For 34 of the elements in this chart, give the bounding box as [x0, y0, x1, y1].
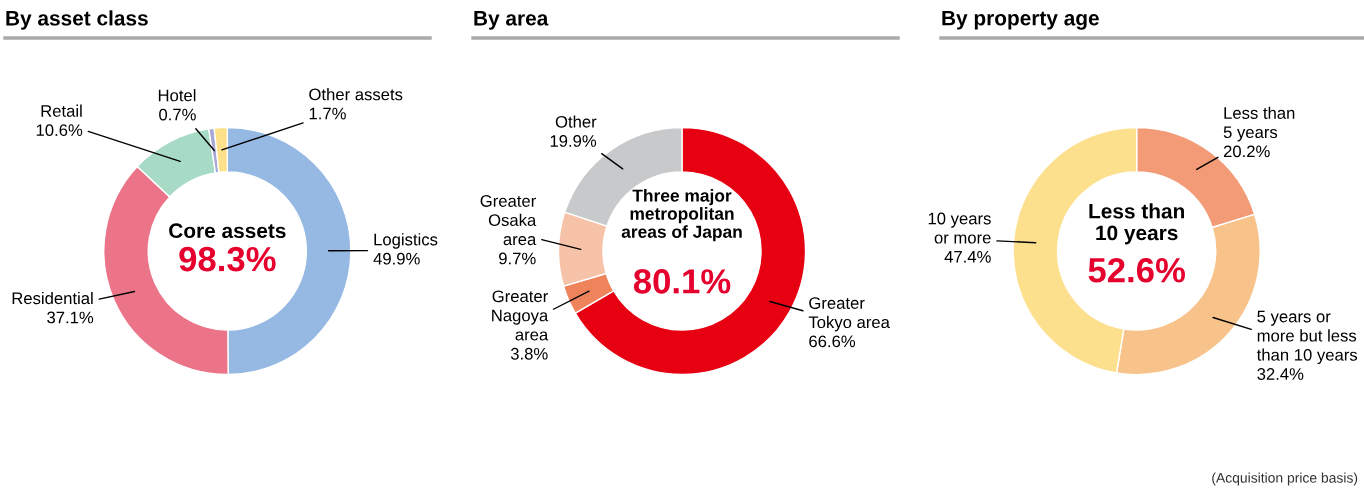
- slice-label: Retail: [41, 104, 82, 117]
- data-label: 1.7%: [309, 107, 346, 120]
- slice-label: Greater Tokyo area: [808, 297, 890, 332]
- text: 98.3%: [179, 246, 276, 272]
- chart-title: By asset class: [6, 10, 148, 30]
- data-label: 66.6%: [809, 335, 856, 348]
- slice-label: Other assets: [309, 88, 403, 101]
- data-label: 32.4%: [1257, 368, 1304, 380]
- data-label: 3.8%: [510, 347, 548, 360]
- text: Less than 10 years: [1089, 203, 1185, 245]
- text: Three major metropolitan areas of Japan: [621, 189, 742, 242]
- slice-label: 10 years or more: [928, 212, 991, 244]
- data-label: 47.4%: [944, 251, 991, 263]
- slice-label: Greater Osaka area: [480, 195, 537, 246]
- slice-label: 5 years or more but less than 10 years: [1256, 310, 1358, 365]
- chart-title: By property age: [942, 10, 1099, 30]
- text: Core assets: [169, 223, 286, 239]
- slice-label: Residential: [12, 291, 93, 305]
- text: (Acquisition price basis): [1212, 472, 1358, 486]
- slice-label: Greater Nagoya area: [492, 290, 549, 341]
- data-label: 37.1%: [47, 311, 94, 324]
- data-label: 19.9%: [550, 135, 597, 147]
- slice-label: Less than 5 years: [1223, 106, 1295, 142]
- data-label: 9.7%: [499, 252, 536, 265]
- slice-label: Logistics: [374, 233, 438, 249]
- chart-title: By area: [474, 11, 549, 30]
- data-label: 10.6%: [36, 124, 83, 137]
- data-label: 49.9%: [373, 252, 420, 265]
- slice-label: Other: [555, 115, 597, 128]
- text: 52.6%: [1088, 257, 1185, 283]
- data-label: 20.2%: [1223, 145, 1270, 158]
- slice-label: Hotel: [158, 89, 196, 102]
- text: 80.1%: [633, 269, 731, 294]
- data-label: 0.7%: [159, 108, 196, 121]
